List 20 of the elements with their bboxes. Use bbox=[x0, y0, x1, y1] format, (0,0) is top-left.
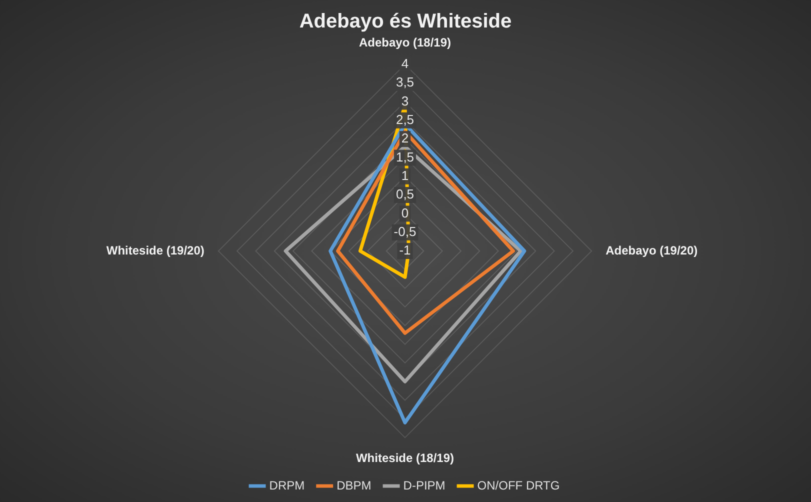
legend-label: D-PIPM bbox=[403, 478, 446, 492]
legend-label: DBPM bbox=[336, 478, 372, 492]
y-tick-label: -1 bbox=[399, 242, 411, 258]
y-tick-label: 0,5 bbox=[396, 186, 414, 202]
spoke-label: Adebayo (19/20) bbox=[606, 243, 698, 258]
y-tick-label: 3 bbox=[401, 93, 409, 108]
y-tick-label: 1 bbox=[401, 168, 409, 183]
spoke-label: Whiteside (19/20) bbox=[106, 243, 204, 258]
chart-title: Adebayo és Whiteside bbox=[299, 10, 512, 33]
spoke-label: Whiteside (18/19) bbox=[356, 451, 454, 466]
y-tick-label: 1,5 bbox=[396, 149, 414, 164]
spoke-label: Adebayo (18/19) bbox=[358, 36, 452, 50]
y-tick-label: 4 bbox=[401, 56, 409, 71]
legend-label: ON/OFF DRTG bbox=[477, 478, 560, 492]
y-tick-label: 0 bbox=[401, 205, 409, 220]
y-tick-label: 2,5 bbox=[396, 112, 414, 127]
y-tick-label: -0,5 bbox=[394, 224, 416, 239]
legend-label: DRPM bbox=[269, 478, 305, 492]
y-tick-label: 3,5 bbox=[396, 74, 414, 90]
y-tick-label: 2 bbox=[401, 130, 409, 146]
